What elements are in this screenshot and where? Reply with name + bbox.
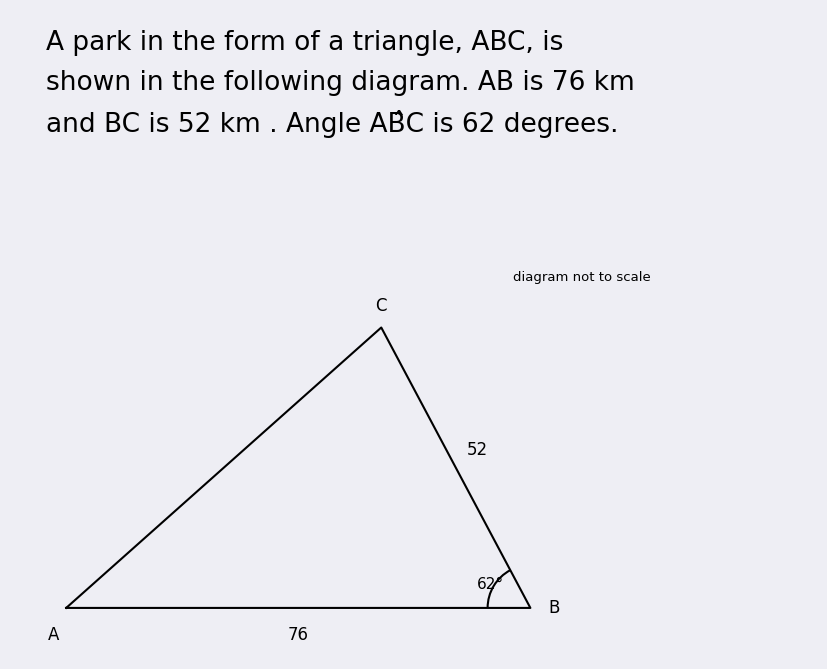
Text: A: A [48, 626, 60, 644]
Text: 52: 52 [466, 441, 487, 459]
Text: A park in the form of a triangle, ABC, is: A park in the form of a triangle, ABC, i… [45, 30, 562, 56]
Text: diagram not to scale: diagram not to scale [513, 271, 650, 284]
Text: shown in the following diagram. AB is 76 km: shown in the following diagram. AB is 76… [45, 70, 633, 96]
Text: 62°: 62° [476, 577, 504, 592]
Text: C: C [375, 297, 386, 315]
Text: 76: 76 [288, 626, 308, 644]
Text: B: B [548, 599, 559, 617]
Text: and BC is 52 km . Angle AB̂C is 62 degrees.: and BC is 52 km . Angle AB̂C is 62 degre… [45, 110, 617, 138]
